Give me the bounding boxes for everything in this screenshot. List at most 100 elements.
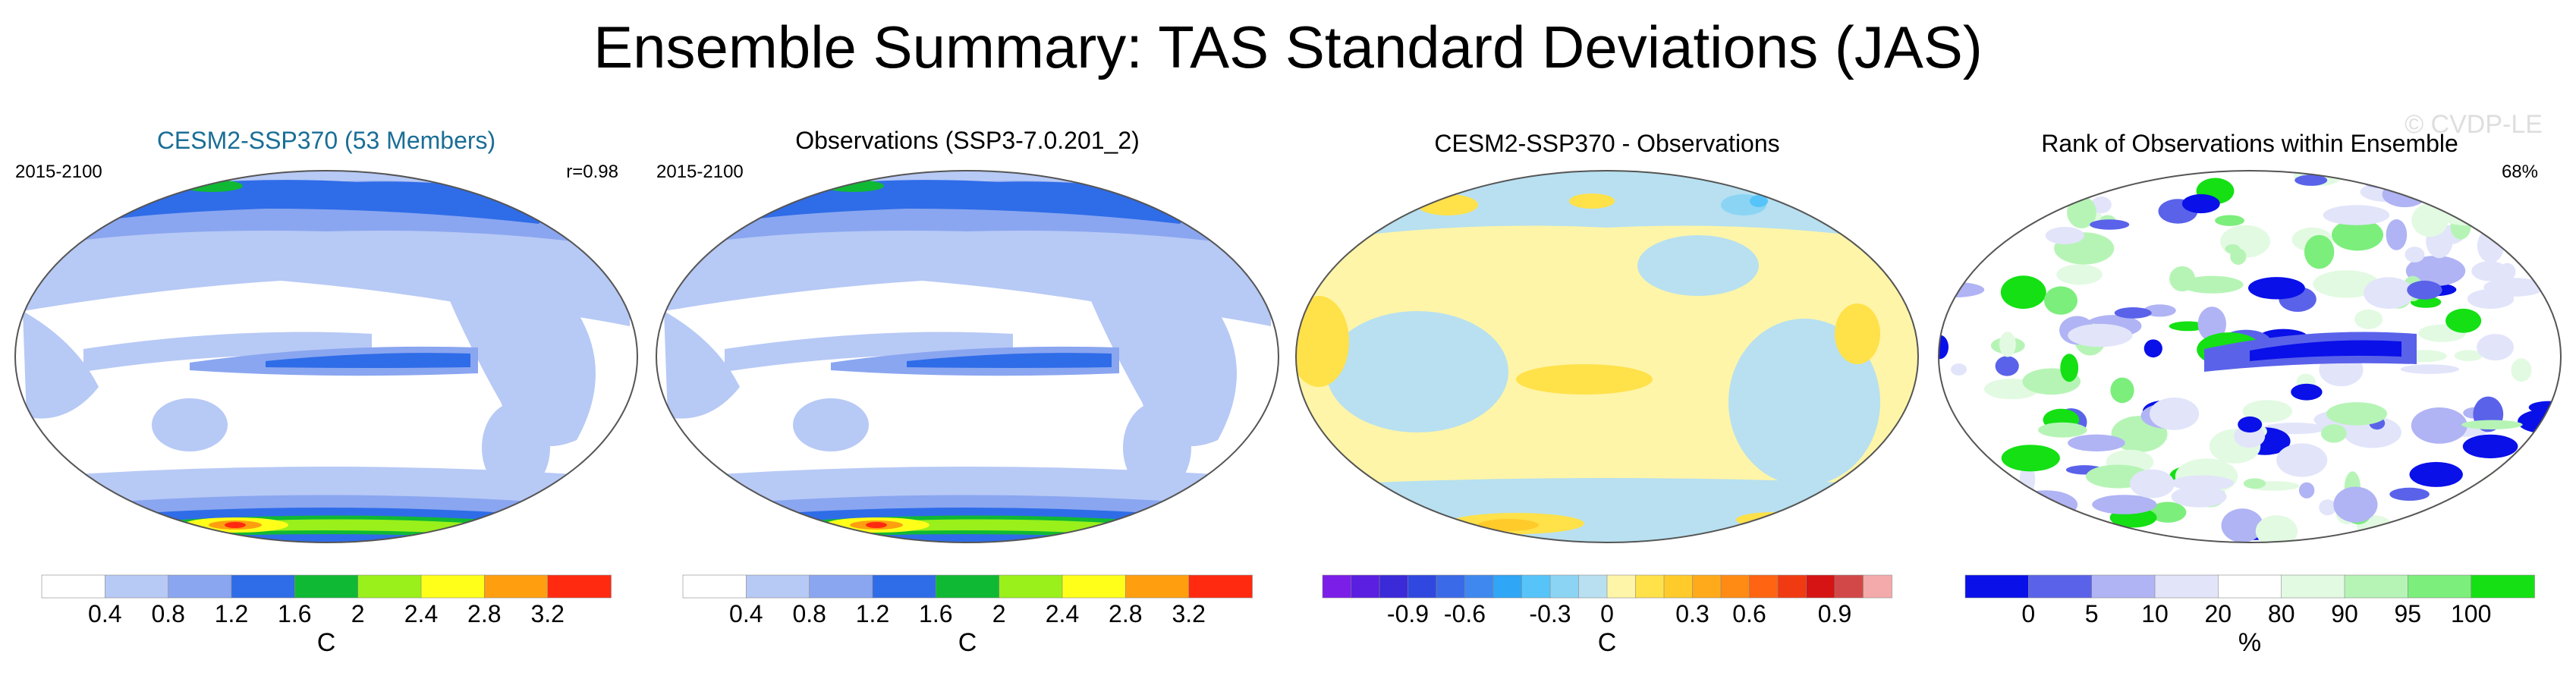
- colorbar: 0 5 10 20 80 90 95 100: [1964, 574, 2535, 627]
- map-contour: [152, 398, 228, 451]
- colorbar-tick-label: -0.6: [1444, 600, 1486, 627]
- colorbar: 0.4 0.8 1.2 1.6 2 2.4 2.8 3.2: [682, 574, 1253, 627]
- colorbar-tick-label: -0.3: [1529, 600, 1571, 627]
- map-contour: [1569, 193, 1615, 209]
- map-patch: [2221, 508, 2263, 542]
- map-patch: [2225, 244, 2241, 254]
- map-patch: [2405, 247, 2425, 263]
- map-patch: [2291, 383, 2323, 401]
- map-outline: [1295, 170, 1919, 543]
- map-patch: [2181, 193, 2220, 214]
- colorbar-tick-label: -0.9: [1387, 600, 1429, 627]
- map-patch: [2001, 445, 2060, 472]
- colorbar-swatch: [547, 574, 612, 599]
- map-patch: [2364, 277, 2414, 310]
- colorbar-swatch: [746, 574, 810, 599]
- map-patch: [2474, 498, 2516, 512]
- map-patch: [2321, 424, 2347, 443]
- colorbar-tick-label: 1.6: [278, 600, 311, 627]
- map-contour: [725, 332, 1013, 372]
- map-patch: [2411, 407, 2467, 444]
- colorbar-tick-label: 95: [2395, 600, 2422, 627]
- panel-title: CESM2-SSP370 - Observations: [1434, 130, 1779, 157]
- map-patch: [2110, 377, 2134, 404]
- map-patch: [1983, 495, 2001, 523]
- map-patch: [2333, 486, 2378, 523]
- map-patch: [2445, 308, 2482, 333]
- colorbar-tick-label: 0.8: [151, 600, 184, 627]
- map-patch: [2462, 434, 2518, 459]
- colorbar: -0.9 -0.6 -0.3 0 0.3 0.6 0.9: [1322, 574, 1892, 627]
- map-patch: [2248, 277, 2305, 300]
- map-patch: [1949, 222, 1989, 240]
- colorbar-swatch: [2028, 574, 2093, 599]
- colorbar-swatch: [1578, 574, 1608, 599]
- colorbar-tick-label: 5: [2085, 600, 2099, 627]
- colorbar-swatch: [1777, 574, 1807, 599]
- colorbar-tick-label: 0.6: [1732, 600, 1766, 627]
- map-contour: [225, 522, 246, 528]
- colorbar-swatch: [1863, 574, 1892, 599]
- map-patch: [2144, 304, 2176, 317]
- panel-rank: Rank of Observations within Ensemble 68%…: [1938, 130, 2562, 657]
- map-patch: [2067, 196, 2096, 228]
- map-contour: [1296, 296, 1349, 387]
- map-patch: [2332, 219, 2383, 251]
- colorbar-swatch: [1322, 574, 1352, 599]
- map-patch: [2013, 490, 2078, 519]
- colorbar-tick-label: 1.6: [919, 600, 952, 627]
- map-patch: [2171, 486, 2227, 508]
- colorbar-swatch: [1749, 574, 1779, 599]
- colorbar-swatch: [1692, 574, 1722, 599]
- colorbar-swatch: [2471, 574, 2535, 599]
- colorbar-swatch: [872, 574, 937, 599]
- map-patch: [2454, 350, 2483, 362]
- colorbar-tick-label: 80: [2268, 600, 2295, 627]
- panel-difference: CESM2-SSP370 - Observations -0.9 -0.6 -0.3…: [1295, 130, 1919, 657]
- map-patch: [2527, 236, 2561, 272]
- colorbar-tick-label: 2: [992, 600, 1006, 627]
- colorbar-tick-label: 2.8: [467, 600, 501, 627]
- colorbar-tick-label: 0.8: [792, 600, 826, 627]
- colorbar-swatch: [1663, 574, 1694, 599]
- map-patch: [2354, 309, 2383, 329]
- map-patch: [2130, 469, 2175, 498]
- watermark: © CVDP-LE: [2405, 110, 2543, 139]
- colorbar-swatch: [1806, 574, 1835, 599]
- map-patch: [1939, 520, 1983, 542]
- map-patch: [2000, 275, 2046, 310]
- map-patch: [2068, 323, 2133, 347]
- map-patch: [2326, 402, 2388, 426]
- map-patch: [2045, 227, 2084, 244]
- map-contour: [23, 311, 99, 419]
- map-patch: [2298, 482, 2315, 498]
- map-patch: [1995, 356, 2019, 376]
- colorbar-tick-label: 2.4: [1046, 600, 1079, 627]
- map-patch: [2323, 205, 2390, 225]
- colorbar-swatch: [1351, 574, 1380, 599]
- colorbar-swatch: [2281, 574, 2345, 599]
- map-patch: [2171, 475, 2234, 491]
- map-patch: [2461, 420, 2523, 429]
- map-patch: [1945, 488, 1988, 523]
- colorbar-swatch: [2218, 574, 2282, 599]
- map-patch: [2044, 286, 2077, 315]
- map-contour: [266, 353, 470, 368]
- colorbar-swatch: [1720, 574, 1750, 599]
- map-patch: [2409, 461, 2463, 487]
- colorbar-swatch: [1379, 574, 1409, 599]
- colorbar-swatch: [1125, 574, 1190, 599]
- panel-title: CESM2-SSP370 (53 Members): [157, 127, 495, 154]
- colorbar-swatch: [1188, 574, 1253, 599]
- map-patch: [1971, 206, 2002, 236]
- colorbar-swatch: [682, 574, 747, 599]
- map-patch: [2319, 499, 2337, 516]
- colorbar-tick-label: 0: [1600, 600, 1614, 627]
- map-patch: [2517, 447, 2561, 484]
- colorbar-swatch: [1834, 574, 1864, 599]
- colorbar-swatch: [1464, 574, 1494, 599]
- colorbar-tick-label: 0: [2021, 600, 2035, 627]
- colorbar-swatch: [357, 574, 422, 599]
- colorbar-swatch: [2408, 574, 2472, 599]
